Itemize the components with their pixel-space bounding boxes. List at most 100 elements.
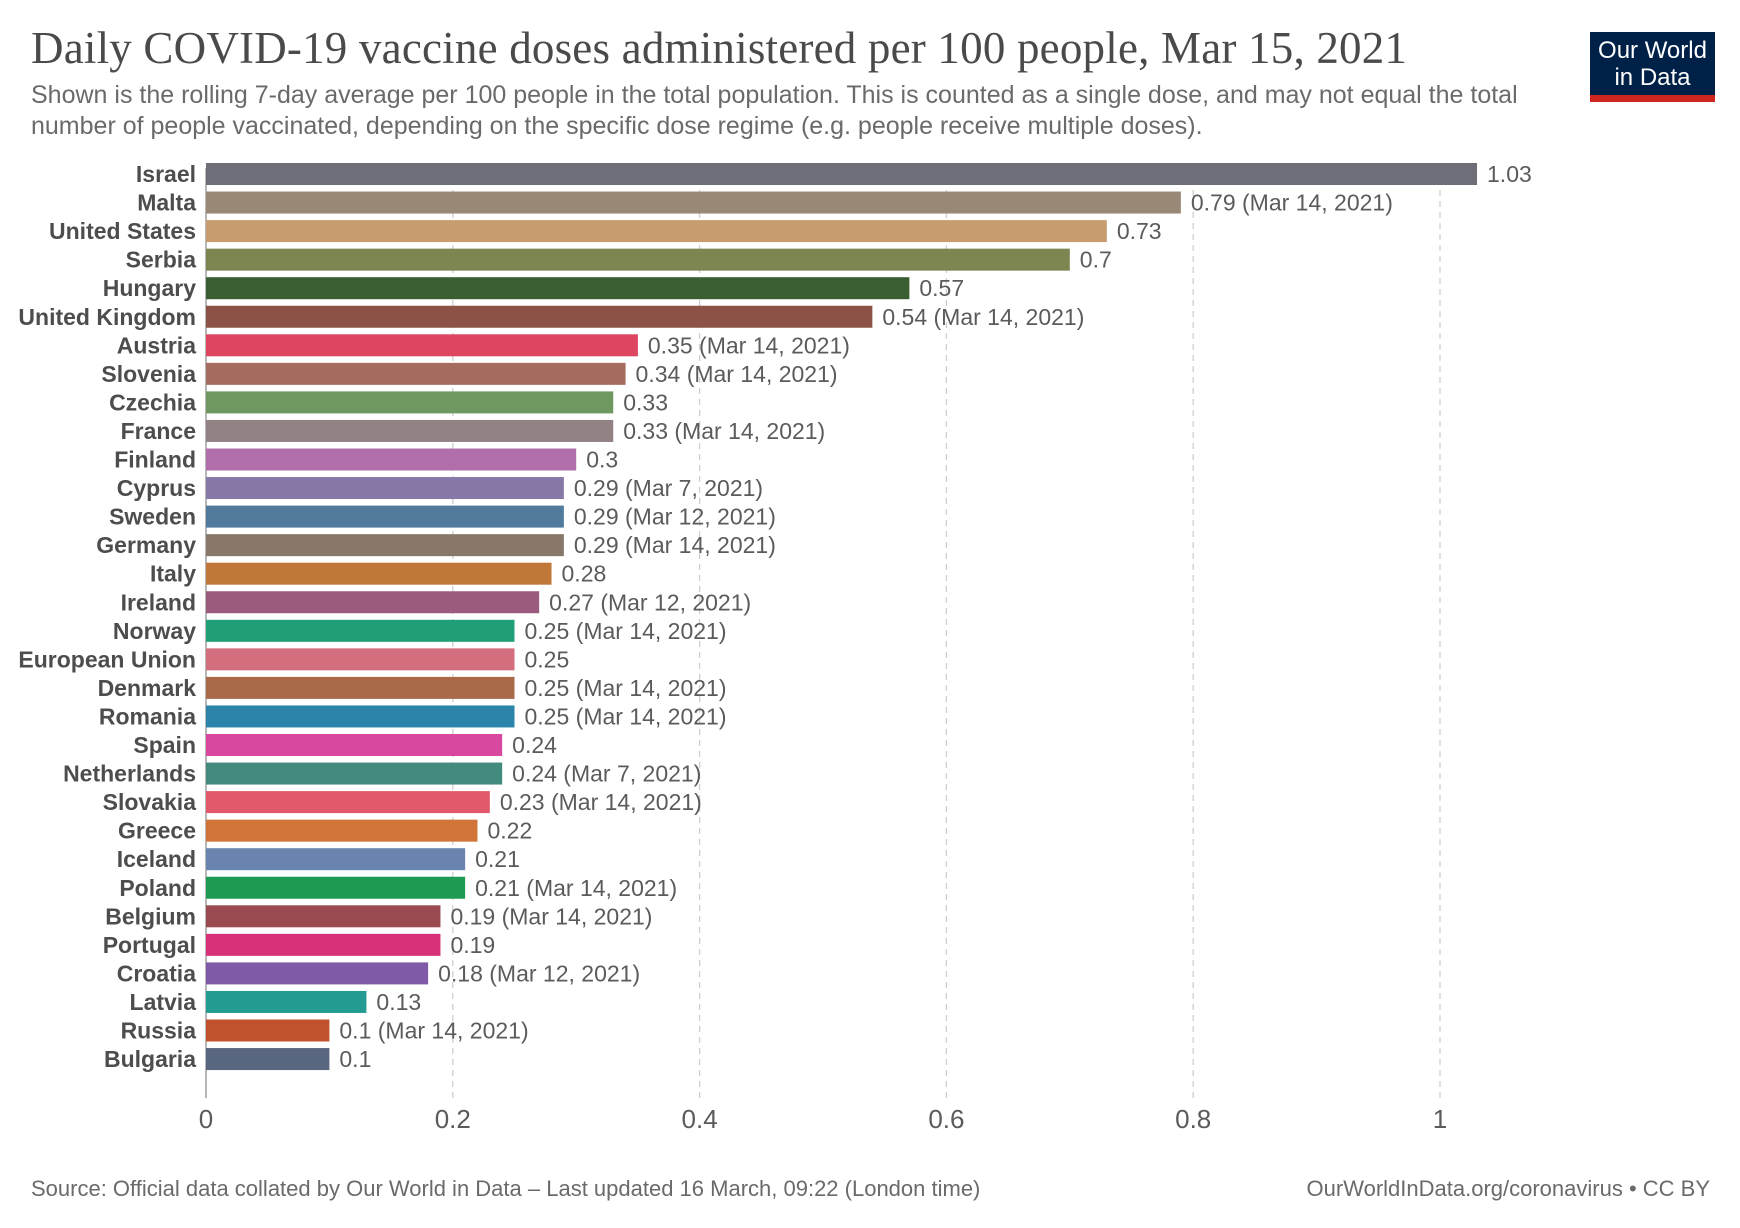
bar-iceland[interactable] [206,848,466,871]
bar-greece[interactable] [206,819,478,842]
category-label: Norway [113,618,196,644]
value-label: 0.13 [376,989,421,1015]
category-label: Bulgaria [104,1046,196,1072]
chart-title: Daily COVID-19 vaccine doses administere… [31,23,1408,73]
source-note: Source: Official data collated by Our Wo… [31,1176,981,1201]
value-label: 0.7 [1080,247,1112,273]
category-label: Israel [136,161,196,187]
category-label: Croatia [117,960,196,986]
bar-croatia[interactable] [206,962,429,985]
bars [206,163,1478,1071]
bar-united-kingdom[interactable] [206,305,873,328]
value-label: 0.3 [586,447,618,473]
value-label: 0.27 (Mar 12, 2021) [549,589,751,615]
category-label: Latvia [130,989,197,1015]
value-label: 0.1 (Mar 14, 2021) [339,1018,528,1044]
value-label: 0.33 [623,389,668,415]
chart-subtitle: Shown is the rolling 7-day average per 1… [31,81,1518,140]
category-label: Italy [150,561,196,587]
bar-italy[interactable] [206,562,552,585]
bar-latvia[interactable] [206,990,367,1013]
category-label: Denmark [98,675,197,701]
bar-slovakia[interactable] [206,791,490,814]
value-label: 0.22 [487,818,532,844]
value-label: 0.54 (Mar 14, 2021) [882,304,1084,330]
x-axis-ticks: 0 0.2 0.4 0.6 0.8 1 [199,1104,1447,1134]
bar-belgium[interactable] [206,905,441,928]
value-label: 0.73 [1117,218,1162,244]
x-tick-label: 0.2 [435,1104,471,1134]
value-label: 0.33 (Mar 14, 2021) [623,418,825,444]
value-label: 0.29 (Mar 12, 2021) [574,504,776,530]
bar-czechia[interactable] [206,391,614,414]
bar-ireland[interactable] [206,591,540,614]
value-label: 1.03 [1487,161,1532,187]
value-label: 0.18 (Mar 12, 2021) [438,960,640,986]
value-label: 0.21 [475,846,520,872]
bar-hungary[interactable] [206,277,910,300]
value-label: 0.19 (Mar 14, 2021) [450,903,652,929]
category-label: United States [49,218,196,244]
bar-poland[interactable] [206,876,466,899]
value-label: 0.24 (Mar 7, 2021) [512,761,701,787]
x-tick-label: 0.6 [928,1104,964,1134]
value-label: 0.29 (Mar 7, 2021) [574,475,763,501]
value-label: 0.23 (Mar 14, 2021) [500,789,702,815]
credit-link[interactable]: OurWorldInData.org/coronavirus • CC BY [1306,1176,1710,1201]
value-label: 0.35 (Mar 14, 2021) [648,332,850,358]
bar-bulgaria[interactable] [206,1048,330,1071]
value-label: 0.25 [525,646,570,672]
category-label: Hungary [103,275,197,301]
owid-logo[interactable]: Our World in Data [1590,32,1715,102]
value-label: 0.24 [512,732,557,758]
bar-cyprus[interactable] [206,477,564,500]
value-label: 0.1 [339,1046,371,1072]
category-label: Slovenia [101,361,196,387]
category-label: Cyprus [117,475,196,501]
bar-united-states[interactable] [206,220,1107,243]
bar-israel[interactable] [206,163,1478,185]
bar-france[interactable] [206,419,614,442]
bar-romania[interactable] [206,705,515,728]
bar-netherlands[interactable] [206,762,503,785]
bar-malta[interactable] [206,191,1181,214]
category-label: Spain [133,732,196,758]
category-label: Germany [96,532,196,558]
category-label: Russia [121,1018,197,1044]
category-label: France [121,418,196,444]
bar-norway[interactable] [206,619,515,642]
value-label: 0.25 (Mar 14, 2021) [525,618,727,644]
value-label: 0.79 (Mar 14, 2021) [1191,190,1393,216]
bar-germany[interactable] [206,534,564,557]
bar-austria[interactable] [206,334,638,357]
bar-denmark[interactable] [206,676,515,699]
category-label: Romania [99,703,196,729]
bar-serbia[interactable] [206,248,1070,271]
bar-slovenia[interactable] [206,362,626,385]
x-tick-label: 1 [1433,1104,1447,1134]
category-label: European Union [18,646,196,672]
bar-european-union[interactable] [206,648,515,671]
logo-accent-bar [1590,95,1715,102]
bar-portugal[interactable] [206,933,441,956]
category-label: Iceland [117,846,196,872]
value-label: 0.25 (Mar 14, 2021) [525,675,727,701]
category-label: Serbia [126,247,197,273]
logo-line-2: in Data [1614,64,1691,91]
category-label: Sweden [109,504,196,530]
category-label: Poland [119,875,196,901]
category-label: Greece [118,818,196,844]
bar-spain[interactable] [206,734,503,756]
category-label: Portugal [103,932,196,958]
bar-finland[interactable] [206,448,577,471]
x-tick-label: 0.4 [682,1104,718,1134]
category-label: Finland [114,447,196,473]
bar-sweden[interactable] [206,505,564,528]
category-label: Netherlands [63,761,196,787]
category-label: Ireland [121,589,196,615]
bar-russia[interactable] [206,1019,330,1042]
value-label: 0.57 [919,275,964,301]
value-label: 0.19 [450,932,495,958]
